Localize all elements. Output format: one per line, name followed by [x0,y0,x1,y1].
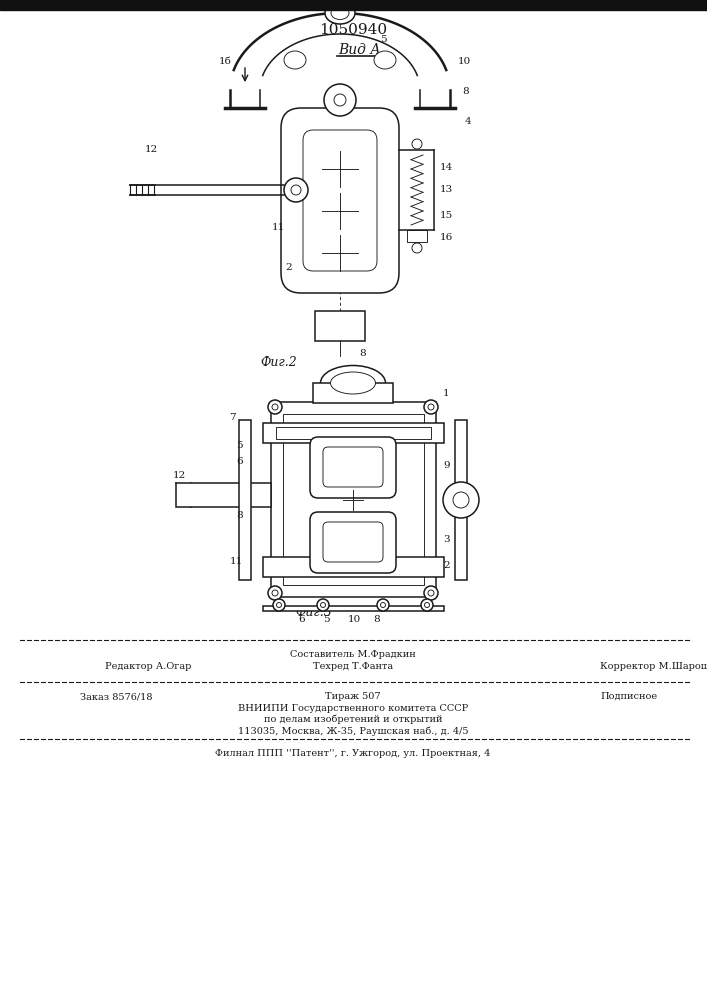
Circle shape [291,185,301,195]
Bar [313,383,393,403]
Text: Редактор А.Огар: Редактор А.Огар [105,662,192,671]
Text: 9: 9 [443,460,450,470]
Text: 113035, Москва, Ж-35, Раушская наб., д. 4/5: 113035, Москва, Ж-35, Раушская наб., д. … [238,726,468,736]
Text: Вид Б: Вид Б [336,378,378,392]
Circle shape [424,602,429,607]
Circle shape [453,492,469,508]
Circle shape [412,243,422,253]
Bar [263,557,444,577]
Text: Подписное: Подписное [600,692,657,701]
FancyBboxPatch shape [310,512,396,573]
Text: Тираж 507: Тираж 507 [325,692,381,701]
Text: 5: 5 [323,614,329,624]
Text: 2: 2 [443,560,450,570]
Text: 14: 14 [440,163,453,172]
Text: Фиг.3: Фиг.3 [295,605,332,618]
Text: Корректор М.Шароши: Корректор М.Шароши [600,662,707,671]
Text: Фиг.2: Фиг.2 [260,357,297,369]
Circle shape [276,602,281,607]
Circle shape [424,586,438,600]
Ellipse shape [331,6,349,19]
Ellipse shape [284,51,306,69]
Text: 1: 1 [443,388,450,397]
Text: 6: 6 [236,456,243,466]
Circle shape [377,599,389,611]
FancyBboxPatch shape [323,447,383,487]
Circle shape [421,599,433,611]
Text: 12: 12 [145,145,158,154]
Bar [0,0,707,10]
Circle shape [272,404,278,410]
Text: Вид А: Вид А [339,43,381,57]
Ellipse shape [325,2,355,24]
Text: 4: 4 [465,117,472,126]
Text: по делам изобретений и открытий: по делам изобретений и открытий [264,715,443,724]
Circle shape [272,590,278,596]
Bar [407,230,427,242]
Circle shape [380,602,385,607]
Text: 8: 8 [360,349,366,358]
Text: 6: 6 [298,614,305,624]
Text: 8: 8 [236,510,243,520]
Text: 13: 13 [440,186,453,194]
Text: 7: 7 [229,414,236,422]
Circle shape [334,94,346,106]
Text: 12: 12 [173,471,186,480]
Text: 8: 8 [462,88,469,97]
Circle shape [284,178,308,202]
Circle shape [324,84,356,116]
Ellipse shape [330,372,375,394]
Bar [283,414,424,585]
Circle shape [424,400,438,414]
FancyBboxPatch shape [281,108,399,293]
Circle shape [412,139,422,149]
Circle shape [320,602,325,607]
Text: 10: 10 [348,614,361,624]
Text: Филнал ППП ''Патент'', г. Ужгород, ул. Проектная, 4: Филнал ППП ''Патент'', г. Ужгород, ул. П… [216,749,491,758]
Text: 10: 10 [458,57,472,66]
Circle shape [273,599,285,611]
Text: 1б: 1б [219,57,232,66]
Bar [263,423,444,443]
Circle shape [268,400,282,414]
Text: 5: 5 [380,35,387,44]
Bar [271,402,436,597]
Text: 11: 11 [230,558,243,566]
Text: Техред Т.Фанта: Техред Т.Фанта [313,662,393,671]
Text: Заказ 8576/18: Заказ 8576/18 [80,692,153,701]
Text: 15: 15 [440,211,453,220]
Bar [276,427,431,439]
Text: 11: 11 [272,224,285,232]
Bar [263,606,444,611]
Text: 3: 3 [443,536,450,544]
Bar [455,420,467,580]
FancyBboxPatch shape [323,522,383,562]
Bar [315,311,365,341]
FancyBboxPatch shape [310,437,396,498]
Text: 16: 16 [440,233,453,242]
Text: 5: 5 [236,440,243,450]
Circle shape [443,482,479,518]
Ellipse shape [320,365,385,400]
Text: 13: 13 [443,500,456,510]
Text: 8: 8 [373,614,380,624]
Text: 1050940: 1050940 [319,23,387,37]
Ellipse shape [374,51,396,69]
FancyBboxPatch shape [303,130,377,271]
Circle shape [317,599,329,611]
Text: ВНИИПИ Государственного комитета СССР: ВНИИПИ Государственного комитета СССР [238,704,468,713]
Bar [239,420,251,580]
Bar [176,483,271,507]
Circle shape [428,404,434,410]
Circle shape [428,590,434,596]
Text: Составитель М.Фрадкин: Составитель М.Фрадкин [290,650,416,659]
Text: 2: 2 [285,263,291,272]
Circle shape [268,586,282,600]
